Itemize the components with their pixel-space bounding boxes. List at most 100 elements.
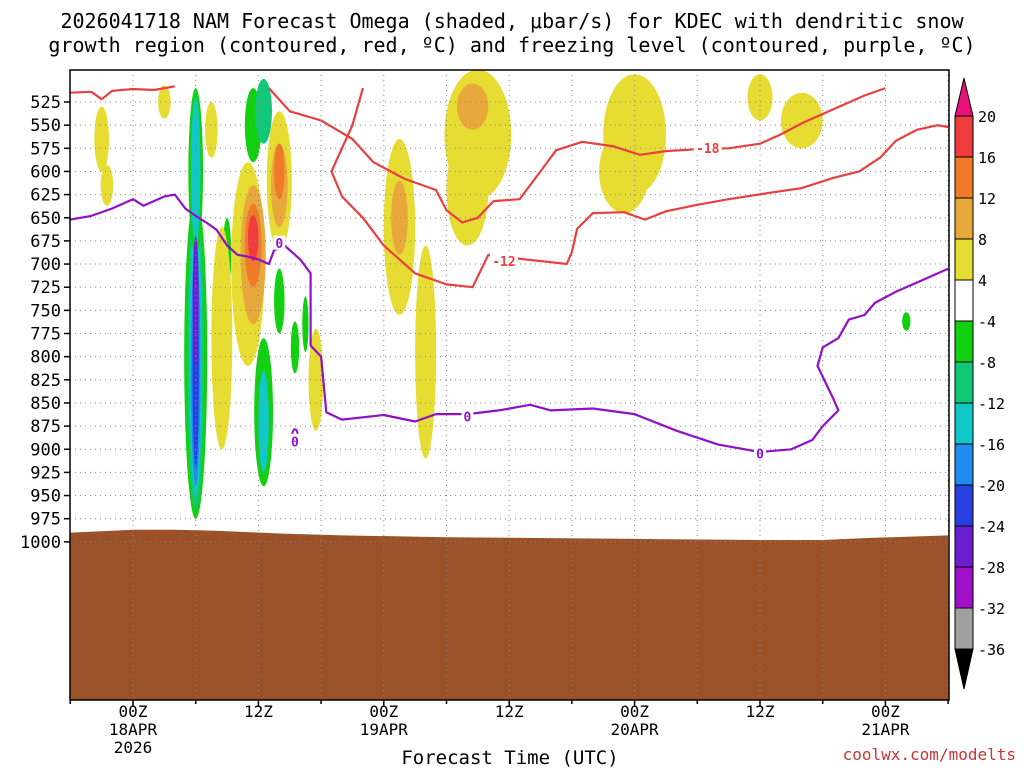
y-tick-label: 600: [30, 162, 61, 182]
omega-shading: [94, 70, 911, 519]
contour-label-bg: [288, 433, 301, 448]
colorbar: 20 16 12 8 4 -4 -8 -12 -16 -20 -24 -28 -32 -36: [954, 77, 1005, 690]
x-tick-label: 00Z: [871, 702, 900, 721]
colorbar-label: -24: [978, 518, 1005, 536]
chart-title-line2: growth region (contoured, red, ºC) and f…: [48, 33, 975, 57]
x-tick-label: 00Z: [620, 702, 649, 721]
omega-cell: [205, 102, 218, 158]
colorbar-bin: [954, 156, 974, 199]
y-tick-label: 700: [30, 255, 61, 275]
colorbar-bin: [954, 525, 974, 568]
colorbar-label: -4: [978, 313, 996, 331]
omega-cell: [747, 74, 773, 121]
x-tick-label: 18APR: [109, 720, 158, 739]
y-tick-label: 925: [30, 463, 61, 483]
colorbar-label: -12: [978, 395, 1005, 413]
y-tick-label: 900: [30, 440, 61, 460]
contour-label-bg: [461, 408, 474, 423]
colorbar-label: 4: [978, 272, 987, 290]
dgz-contour-minus18-a: [70, 85, 175, 101]
omega-cell: [456, 83, 489, 130]
colorbar-bin: [954, 484, 974, 527]
colorbar-label: -16: [978, 436, 1005, 454]
x-tick-label: 2026: [114, 738, 153, 757]
contour-label-bg: [754, 445, 766, 460]
contour-label: 0: [463, 410, 471, 425]
x-tick-label: 12Z: [244, 702, 273, 721]
y-tick-label: 950: [30, 487, 61, 507]
colorbar-label: 12: [978, 190, 996, 208]
colorbar-bin: [954, 566, 974, 609]
contour-lines: [70, 85, 949, 454]
omega-cell: [902, 312, 911, 331]
omega-cell: [415, 245, 437, 459]
omega-cell: [302, 296, 309, 353]
omega-cell: [158, 85, 171, 119]
x-tick-label: 00Z: [119, 702, 148, 721]
colorbar-bin: [954, 115, 974, 158]
omega-cell: [211, 227, 233, 450]
y-tick-label: 825: [30, 371, 61, 391]
x-tick-label: 12Z: [495, 702, 524, 721]
colorbar-top-arrow: [954, 77, 974, 117]
omega-cell: [446, 134, 489, 246]
omega-cell: [391, 180, 408, 255]
omega-cell: [258, 370, 269, 473]
colorbar-bin: [954, 402, 974, 445]
y-tick-label: 975: [30, 510, 61, 530]
y-tick-label: 650: [30, 209, 61, 229]
contour-label: -12: [492, 255, 515, 270]
dgz-contour-minus12: [330, 87, 949, 289]
x-tick-label: 21APR: [861, 720, 910, 739]
y-tick-label: 750: [30, 301, 61, 321]
omega-cell: [255, 78, 272, 144]
colorbar-label: -36: [978, 641, 1005, 659]
y-tick-label: 875: [30, 417, 61, 437]
colorbar-label: 20: [978, 108, 996, 126]
x-tick-label: 20APR: [611, 720, 660, 739]
y-tick-label: 800: [30, 348, 61, 368]
colorbar-bin: [954, 361, 974, 404]
x-tick-label: 00Z: [369, 702, 398, 721]
y-tick-label: 850: [30, 394, 61, 414]
y-tick-label: 525: [30, 93, 61, 113]
colorbar-bottom-arrow: [954, 648, 974, 690]
colorbar-label: -28: [978, 559, 1005, 577]
colorbar-label: 8: [978, 231, 987, 249]
contour-label-bg: [693, 140, 722, 155]
credit-text: coolwx.com/modelts: [843, 745, 1016, 764]
contour-label: 0: [275, 237, 283, 252]
y-axis-ticks: 525 550 575 600 625 650 675 700 725 750 775 800 825 8…: [20, 93, 70, 553]
omega-cell: [247, 214, 259, 262]
omega-cell: [100, 164, 114, 206]
colorbar-bin: [954, 197, 974, 240]
y-tick-label: 775: [30, 325, 61, 345]
colorbar-label: 16: [978, 149, 996, 167]
terrain-surface: [70, 529, 949, 700]
colorbar-label: -8: [978, 354, 996, 372]
colorbar-label: -20: [978, 477, 1005, 495]
contour-label: 0: [291, 435, 299, 450]
colorbar-bin: [954, 443, 974, 486]
x-axis-label: Forecast Time (UTC): [401, 747, 618, 768]
grid-lines: [70, 70, 949, 700]
y-tick-label: 625: [30, 186, 61, 206]
colorbar-bin: [954, 607, 974, 650]
x-tick-label: 12Z: [746, 702, 775, 721]
colorbar-bin: [954, 279, 974, 322]
contour-labels: -18 -12 0 0 0 0: [273, 140, 766, 462]
colorbar-label: -32: [978, 600, 1005, 618]
contour-label: 0: [756, 447, 764, 462]
y-tick-label: 575: [30, 139, 61, 159]
omega-cell: [599, 129, 650, 214]
y-tick-label: 550: [30, 116, 61, 136]
y-tick-label: 1000: [20, 533, 61, 553]
x-tick-label: 19APR: [360, 720, 409, 739]
colorbar-bin: [954, 320, 974, 363]
chart-title-line1: 2026041718 NAM Forecast Omega (shaded, μ…: [60, 9, 964, 33]
omega-cell: [94, 106, 109, 172]
freezing-level-contour: [70, 193, 949, 454]
terrain-fill: [70, 529, 949, 700]
